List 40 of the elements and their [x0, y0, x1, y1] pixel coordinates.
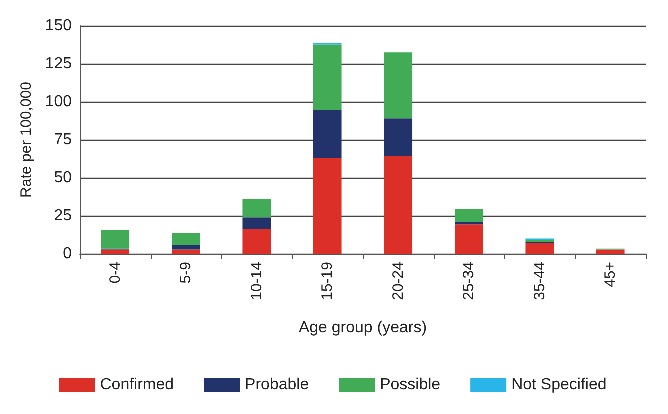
x-tick-label: 15-19	[319, 262, 336, 300]
bar	[454, 209, 484, 222]
legend-label: Probable	[245, 376, 310, 394]
legend-label: Not Specified	[512, 376, 607, 394]
bar	[596, 250, 625, 254]
x-axis-title: Age group (years)	[298, 320, 428, 336]
legend-label: Confirmed	[100, 376, 174, 394]
bar	[242, 199, 272, 218]
bar	[454, 222, 484, 225]
x-tick-label: 45+	[602, 262, 620, 288]
y-tick-label: 125	[45, 56, 72, 72]
bar	[384, 118, 413, 156]
bar	[313, 110, 342, 158]
bar	[172, 233, 200, 246]
bar	[313, 158, 342, 254]
bar	[172, 250, 200, 254]
x-tick-label: 5-9	[178, 262, 195, 284]
bar	[242, 218, 272, 230]
x-tick-label: 35-44	[531, 262, 548, 300]
y-axis-title: Rate per 100,000	[18, 82, 35, 198]
y-tick-label: 0	[63, 246, 72, 262]
legend-label: Possible	[380, 376, 441, 394]
bar	[101, 230, 130, 249]
bar	[454, 224, 484, 254]
bar	[384, 52, 413, 119]
x-tick-label: 0-4	[106, 262, 124, 284]
bar	[101, 250, 130, 254]
y-tick-label: 75	[54, 132, 72, 148]
y-tick-label: 25	[54, 208, 72, 224]
y-tick-label: 50	[54, 170, 72, 186]
bar	[172, 245, 200, 250]
x-tick-label: 25-34	[460, 262, 478, 300]
bar	[313, 44, 342, 110]
bar	[242, 229, 272, 254]
x-tick-label: 20-24	[390, 262, 407, 300]
x-tick-label: 10-14	[248, 262, 266, 300]
bar	[526, 243, 554, 254]
y-tick-label: 100	[45, 94, 72, 110]
bar	[384, 156, 413, 254]
y-tick-label: 150	[45, 18, 72, 34]
